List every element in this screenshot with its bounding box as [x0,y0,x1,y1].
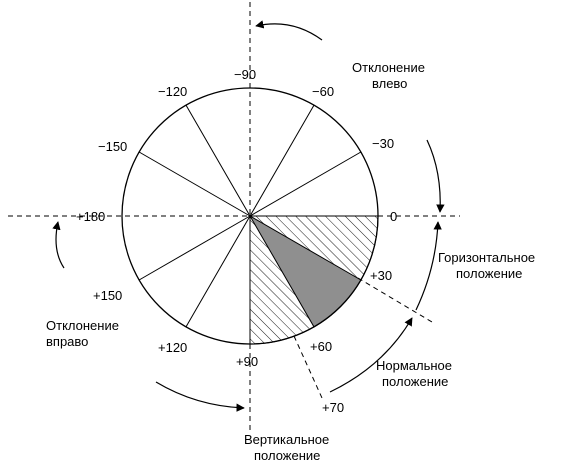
label-p70: +70 [322,400,344,415]
spoke-m150 [138,151,251,217]
arrow-horizontal-up [415,221,442,311]
dashed-axes [8,2,460,432]
spoke-p150 [138,215,251,281]
label-p60: +60 [310,339,332,354]
horizontal-position-line2: положение [456,266,522,281]
label-p90: +90 [236,354,258,369]
label-m60: −60 [312,84,334,99]
vertical-position-line2: положение [254,448,320,463]
label-m90: −90 [234,67,256,82]
label-zero: 0 [390,209,397,224]
spoke-p120 [185,215,251,328]
right-deviation-line2: вправо [46,334,88,349]
arrow-horizontal-down [426,139,445,213]
spoke-m30 [249,151,362,217]
right-deviation-line1: Отклонение [46,318,119,333]
arrow-normal-up [329,317,413,393]
label-m120: −120 [158,84,187,99]
normal-position-line1: Нормальное [376,358,452,373]
spoke-m120 [185,104,251,217]
arrow-left-deviation [255,20,323,41]
arrow-right-deviation [155,381,245,412]
label-m30: −30 [372,136,394,151]
horizontal-position-line1: Горизонтальное [438,250,535,265]
left-deviation-line1: Отклонение [352,60,425,75]
label-p180: +180 [76,209,105,224]
spoke-m60 [249,104,315,217]
p70-line [293,335,323,399]
left-deviation-line2: влево [372,76,407,91]
arrow-vertical-up [52,221,65,269]
label-p30: +30 [370,268,392,283]
label-m150: −150 [98,139,127,154]
vertical-position-line1: Вертикальное [244,432,329,447]
normal-position-line2: положение [382,374,448,389]
caption-labels: Отклонение влево Горизонтальное положени… [46,60,535,463]
label-p150: +150 [93,288,122,303]
label-p120: +120 [158,340,187,355]
degree-labels: −90 −120 −60 −150 −30 +180 0 +30 +150 +1… [76,67,397,415]
arrows [52,20,445,412]
spokes [138,104,378,344]
